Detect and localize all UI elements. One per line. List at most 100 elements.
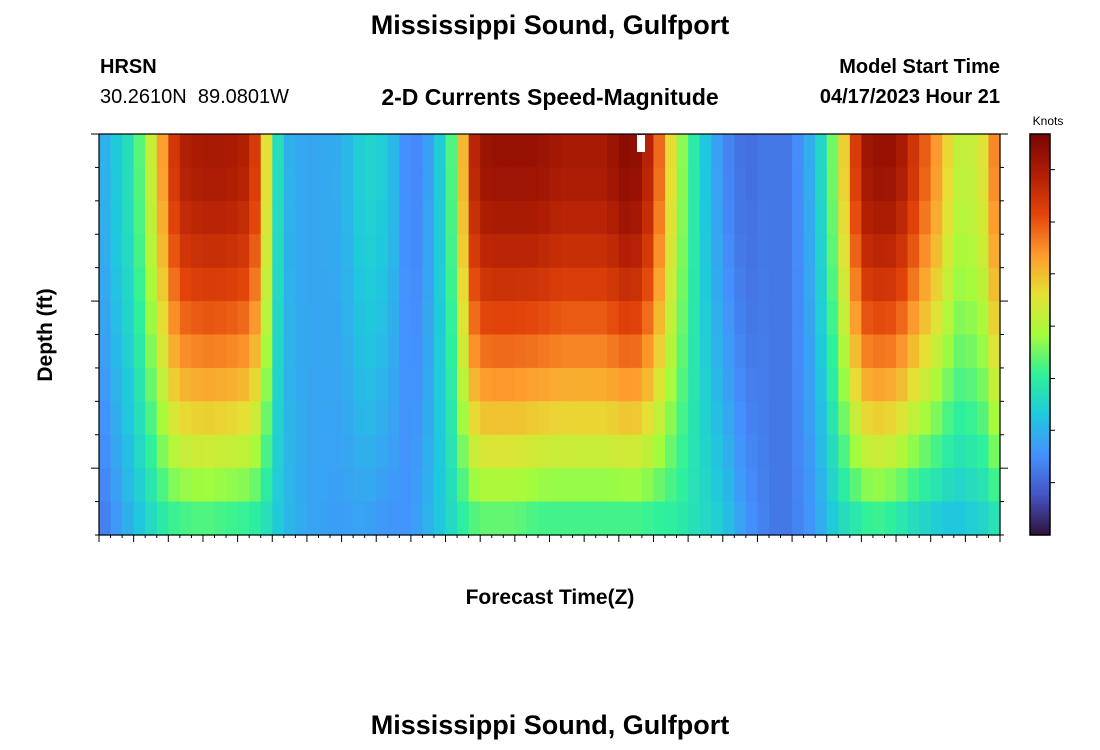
heatmap-cell [237,134,250,169]
heatmap-cell [861,301,874,336]
heatmap-cell [803,468,816,503]
heatmap-cell [896,401,909,436]
heatmap-cell [503,234,516,269]
heatmap-cell [468,267,481,302]
heatmap-cell [976,134,990,169]
heatmap-cell [584,167,597,202]
heatmap-cell [226,468,239,503]
heatmap-cell [930,468,943,503]
heatmap-cell [780,167,793,202]
heatmap-cell [468,468,481,503]
heatmap-cell [306,200,320,235]
heatmap-cell [930,401,943,436]
heatmap-cell [549,167,562,202]
heatmap-cell [491,301,504,336]
heatmap-cell [422,434,435,469]
heatmap-cell [722,367,735,402]
station-coordinates: 30.2610N 89.0801W [100,86,290,108]
heatmap-cell [976,234,990,269]
heatmap-cell [688,468,701,503]
heatmap-cell [815,267,828,302]
heatmap-cell [780,468,793,503]
heatmap-cell [803,367,816,402]
heatmap-cell [179,501,193,536]
heatmap-cell [537,334,551,369]
heatmap-cell [595,367,608,402]
heatmap-cell [145,167,158,202]
heatmap-cell [480,234,493,269]
heatmap-cell [965,167,978,202]
y-axis-title: Depth (ft) [34,288,57,381]
heatmap-cell [792,200,805,235]
heatmap-cell [480,200,493,235]
heatmap-cell [665,434,678,469]
heatmap-cell [849,434,862,469]
heatmap-cell [272,267,285,302]
heatmap-cell [907,434,920,469]
heatmap-cell [295,234,308,269]
heatmap-cell [988,334,1001,369]
heatmap-cell [803,434,816,469]
heatmap-cell [757,468,770,503]
heatmap-cell [214,134,227,169]
heatmap-cell [953,267,966,302]
heatmap-cell [341,501,354,536]
heatmap-cell [468,367,481,402]
heatmap-cell [122,468,135,503]
heatmap-cell [676,401,689,436]
heatmap-cell [514,434,527,469]
heatmap-cell [249,167,262,202]
heatmap-cell [237,501,250,536]
heatmap-cell [561,267,574,302]
heatmap-cell [364,334,377,369]
heatmap-cell [861,501,874,536]
heatmap-cell [457,200,470,235]
heatmap-cell [399,367,412,402]
heatmap-cell [734,401,747,436]
heatmap-cell [260,434,273,469]
heatmap-cell [930,367,943,402]
heatmap-cell [584,468,597,503]
heatmap-cell [410,401,424,436]
heatmap-cell [156,301,169,336]
colorbar-unit-label: Knots [1033,114,1064,128]
heatmap-cell [561,134,574,169]
heatmap-cell [838,468,851,503]
heatmap-cell [745,234,759,269]
heatmap-cell [780,267,793,302]
heatmap-cell [618,301,631,336]
heatmap-cell [110,301,123,336]
heatmap-cell [595,200,608,235]
heatmap-cell [503,200,516,235]
heatmap-cell [110,334,123,369]
heatmap-cell [745,200,759,235]
heatmap-cell [457,501,470,536]
heatmap-cell [607,367,620,402]
heatmap-cell [699,200,712,235]
heatmap-cell [514,134,527,169]
heatmap-cell [306,234,320,269]
y-axis [91,133,1008,536]
heatmap-cell [99,434,112,469]
heatmap-cell [630,434,643,469]
heatmap-cell [722,434,735,469]
heatmap-cell [884,434,897,469]
heatmap-cell [133,301,146,336]
heatmap-cell [965,401,978,436]
heatmap-cell [930,267,943,302]
heatmap-cell [884,200,897,235]
heatmap-cell [399,267,412,302]
heatmap-cell [572,468,585,503]
heatmap-cell [584,301,597,336]
heatmap-cell [318,134,331,169]
heatmap-cell [688,301,701,336]
heatmap-cell [526,367,539,402]
heatmap-cell [861,434,874,469]
heatmap-cell [341,267,354,302]
heatmap-cell [399,200,412,235]
heatmap-cell [202,367,216,402]
heatmap-cell [503,434,516,469]
heatmap-cell [607,334,620,369]
heatmap-cell [826,200,839,235]
heatmap-cell [584,334,597,369]
